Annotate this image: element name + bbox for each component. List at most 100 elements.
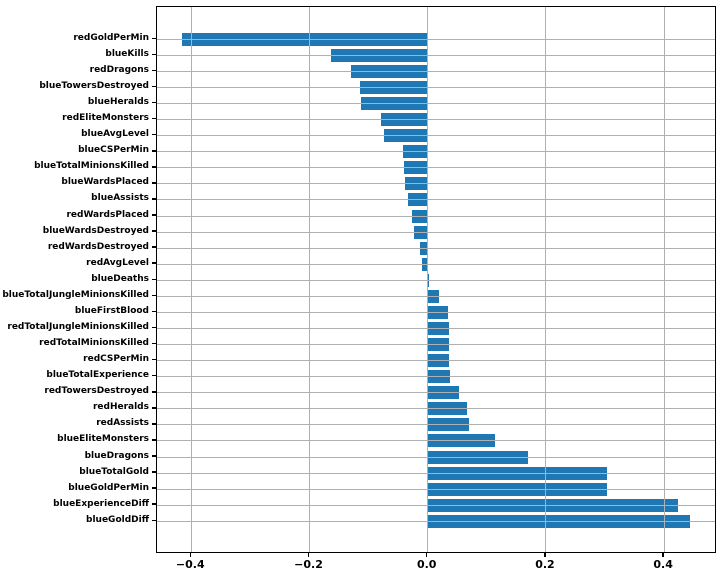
gridline-horizontal (157, 183, 715, 185)
gridline-horizontal (157, 167, 715, 169)
y-tick (152, 262, 156, 264)
y-tick (152, 519, 156, 522)
y-tick-label: redEliteMonsters (62, 113, 149, 124)
y-tick-label: blueAssists (91, 193, 149, 204)
x-tick-label: 0.2 (535, 558, 555, 571)
y-tick (152, 503, 156, 505)
gridline-horizontal (157, 279, 715, 281)
y-tick-label: blueTowersDestroyed (39, 81, 149, 91)
x-tick (662, 552, 664, 557)
x-tick (425, 552, 428, 557)
y-tick (152, 407, 156, 409)
y-tick-label: blueTotalJungleMinionsKilled (2, 289, 149, 300)
gridline-horizontal (157, 119, 715, 121)
y-tick (152, 278, 156, 281)
y-tick (152, 53, 156, 56)
gridline-horizontal (157, 408, 715, 410)
y-tick (152, 214, 156, 216)
y-tick-label: blueTotalMinionsKilled (34, 161, 149, 172)
gridline-horizontal (157, 504, 715, 506)
gridline-horizontal (157, 70, 715, 72)
y-tick-label: redTotalMinionsKilled (39, 338, 149, 349)
gridline-horizontal (157, 424, 715, 426)
gridline-horizontal (157, 38, 715, 40)
y-tick-label: redCSPerMin (83, 354, 149, 365)
y-tick (152, 37, 156, 40)
gridline-horizontal (157, 472, 715, 474)
gridline-vertical (663, 7, 665, 552)
gridline-horizontal (157, 54, 715, 56)
x-tick-label: −0.4 (175, 558, 205, 571)
y-tick (152, 166, 156, 168)
gridline-horizontal (157, 344, 715, 346)
gridline-horizontal (157, 87, 715, 88)
gridline-horizontal (157, 295, 715, 297)
y-tick (152, 182, 156, 184)
gridline-horizontal (157, 360, 715, 362)
y-tick (152, 326, 156, 329)
y-tick-label: blueKills (105, 48, 149, 59)
y-tick (152, 374, 156, 377)
y-tick (152, 101, 156, 104)
gridline-horizontal (157, 456, 715, 458)
y-tick-label: blueDragons (84, 450, 149, 461)
y-tick-label: blueTotalGold (79, 466, 149, 477)
y-tick-label: blueCSPerMin (78, 145, 149, 156)
y-tick-label: blueDeaths (91, 273, 149, 284)
y-tick (152, 342, 156, 345)
x-tick (544, 552, 546, 557)
y-tick (152, 294, 156, 297)
y-tick-label: blueGoldDiff (86, 514, 149, 525)
y-tick (152, 423, 156, 425)
x-tick (189, 552, 192, 557)
gridline-horizontal (157, 103, 715, 105)
y-tick-label: blueAvgLevel (81, 129, 149, 140)
y-tick-label: redTotalJungleMinionsKilled (7, 322, 149, 332)
y-tick (152, 310, 156, 313)
y-tick-label: redDragons (89, 64, 149, 75)
y-tick-label: blueWardsPlaced (61, 177, 149, 188)
gridline-vertical (190, 7, 192, 552)
y-tick (152, 246, 156, 248)
y-tick-label: blueWardsDestroyed (42, 225, 149, 236)
y-tick (152, 117, 156, 120)
gridline-horizontal (157, 311, 715, 313)
y-tick (152, 133, 156, 136)
y-tick (152, 198, 156, 200)
y-tick (152, 487, 156, 489)
gridline-horizontal (157, 376, 715, 378)
y-tick (152, 391, 156, 393)
y-tick (152, 455, 156, 457)
gridline-horizontal (157, 151, 715, 153)
gridline-horizontal (157, 440, 715, 442)
x-tick (307, 552, 310, 557)
y-tick-label: redTowersDestroyed (44, 386, 149, 397)
y-tick-label: blueGoldPerMin (68, 482, 149, 493)
y-tick (152, 69, 156, 72)
gridline-horizontal (157, 215, 715, 217)
plot-area (156, 6, 716, 553)
y-tick-label: redWardsPlaced (66, 209, 149, 220)
gridline-horizontal (157, 247, 715, 249)
gridline-horizontal (157, 199, 715, 201)
y-tick-label: redGoldPerMin (73, 32, 149, 43)
y-tick (152, 471, 156, 473)
gridline-vertical (545, 7, 547, 552)
y-tick-label: redAvgLevel (86, 257, 149, 268)
gridline-horizontal (157, 488, 715, 490)
x-tick-label: 0.0 (416, 558, 437, 571)
x-tick-label: 0.4 (653, 558, 673, 571)
gridline-vertical (427, 7, 429, 552)
x-tick-label: −0.2 (294, 558, 323, 571)
gridline-horizontal (157, 263, 715, 265)
y-tick-label: blueTotalExperience (46, 370, 149, 381)
y-tick (152, 150, 156, 152)
y-tick-label: blueEliteMonsters (57, 434, 149, 445)
y-tick (152, 230, 156, 232)
gridline-horizontal (157, 231, 715, 233)
y-tick-label: redAssists (96, 418, 149, 429)
gridline-vertical (309, 7, 310, 552)
y-tick-label: blueHeralds (87, 97, 149, 108)
y-tick-label: blueExperienceDiff (53, 498, 149, 509)
